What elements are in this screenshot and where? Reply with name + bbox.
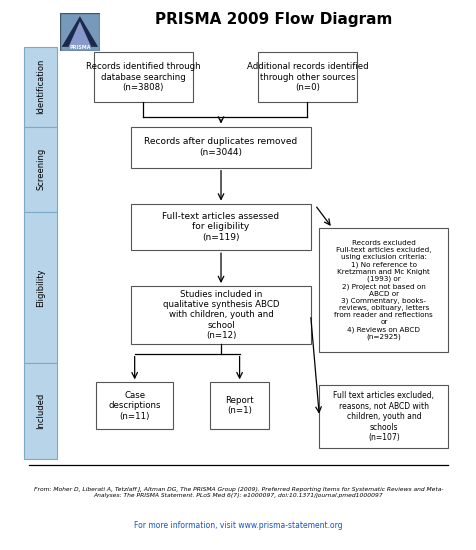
Text: Studies included in
qualitative synthesis ABCD
with children, youth and
school
(: Studies included in qualitative synthesi… (162, 289, 278, 340)
Polygon shape (61, 16, 98, 47)
Text: Full-text articles assessed
for eligibility
(n=119): Full-text articles assessed for eligibil… (162, 212, 279, 242)
Text: From: Moher D, Liberati A, Tetzlaff J, Altman DG, The PRISMA Group (2009). Prefe: From: Moher D, Liberati A, Tetzlaff J, A… (34, 487, 442, 498)
Text: For more information, visit www.prisma-statement.org: For more information, visit www.prisma-s… (134, 521, 342, 530)
FancyBboxPatch shape (24, 363, 57, 459)
Text: Case
descriptions
(n=11): Case descriptions (n=11) (108, 390, 160, 421)
FancyBboxPatch shape (258, 52, 356, 102)
Text: Screening: Screening (36, 148, 45, 190)
Text: Records identified through
database searching
(n=3808): Records identified through database sear… (86, 62, 200, 92)
Text: Full text articles excluded,
reasons, not ABCD with
children, youth and
schools
: Full text articles excluded, reasons, no… (333, 392, 434, 442)
FancyBboxPatch shape (94, 52, 192, 102)
Text: PRISMA 2009 Flow Diagram: PRISMA 2009 Flow Diagram (154, 12, 391, 27)
FancyBboxPatch shape (319, 228, 447, 352)
Text: Identification: Identification (36, 59, 45, 114)
FancyBboxPatch shape (131, 126, 310, 168)
FancyBboxPatch shape (24, 47, 57, 127)
Text: PRISMA: PRISMA (69, 45, 90, 50)
FancyBboxPatch shape (24, 126, 57, 212)
Text: Eligibility: Eligibility (36, 268, 45, 307)
FancyBboxPatch shape (96, 382, 173, 429)
FancyBboxPatch shape (319, 385, 447, 448)
FancyBboxPatch shape (209, 382, 268, 429)
Text: Records after duplicates removed
(n=3044): Records after duplicates removed (n=3044… (144, 138, 297, 157)
FancyBboxPatch shape (131, 204, 310, 250)
Text: Additional records identified
through other sources
(n=0): Additional records identified through ot… (246, 62, 367, 92)
FancyBboxPatch shape (24, 212, 57, 363)
Text: Records excluded
Full-text articles excluded,
using exclusion criteria:
1) No re: Records excluded Full-text articles excl… (334, 240, 432, 340)
Text: Report
(n=1): Report (n=1) (225, 396, 253, 415)
FancyBboxPatch shape (131, 286, 310, 344)
Text: Included: Included (36, 393, 45, 429)
Polygon shape (69, 21, 91, 47)
